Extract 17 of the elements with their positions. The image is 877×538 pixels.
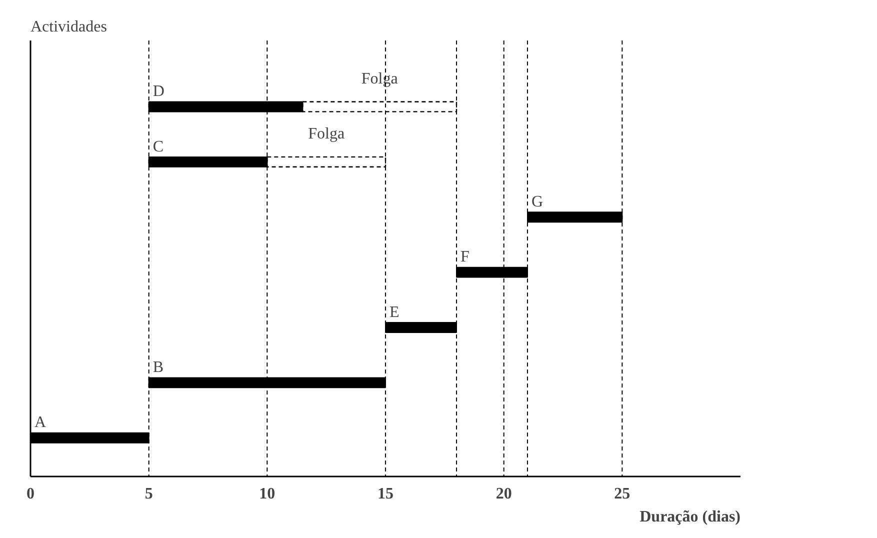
annotation: Folga [361, 70, 398, 88]
y-axis-title: Actividades [30, 18, 107, 36]
x-tick-label: 20 [496, 486, 512, 502]
x-tick-label: 10 [259, 486, 276, 502]
y-tick-label: F [460, 248, 470, 266]
x-tick-label: 5 [144, 486, 153, 502]
y-tick-label: G [532, 193, 544, 210]
y-tick-label: B [152, 359, 164, 376]
x-axis-title: Duração (dias) [640, 508, 741, 526]
annotation: Folga [308, 126, 345, 143]
y-tick-label: C [152, 138, 164, 156]
y-tick-label: D [152, 83, 164, 100]
y-tick-label: A [34, 414, 46, 432]
y-tick-label: E [390, 304, 400, 321]
x-tick-label: 15 [378, 486, 394, 502]
x-tick-label: 0 [26, 486, 34, 502]
x-tick-label: 25 [614, 486, 630, 502]
